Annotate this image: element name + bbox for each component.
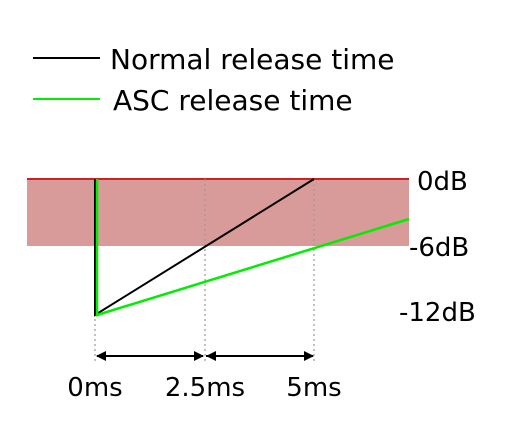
time-label-5ms: 5ms bbox=[286, 373, 341, 403]
legend-normal-label: Normal release time bbox=[110, 43, 394, 76]
time-label-2-5ms: 2.5ms bbox=[165, 373, 245, 403]
time-span-arrows bbox=[96, 351, 314, 361]
arrowhead-right-5ms bbox=[304, 351, 314, 361]
arrowhead-left-0ms bbox=[96, 351, 106, 361]
asc-release-curve bbox=[95, 179, 410, 317]
arrowhead-left-2-5ms-b bbox=[206, 351, 216, 361]
gain-band bbox=[27, 179, 409, 246]
level-label-0db: 0dB bbox=[417, 167, 468, 197]
time-label-0ms: 0ms bbox=[67, 373, 122, 403]
legend-asc-label: ASC release time bbox=[113, 84, 353, 117]
legend: Normal release time ASC release time bbox=[33, 43, 394, 117]
level-label-minus-6db: -6dB bbox=[409, 233, 469, 263]
arrowhead-right-2-5ms-a bbox=[194, 351, 204, 361]
normal-release-curve bbox=[94, 178, 315, 317]
level-label-minus-12db: -12dB bbox=[399, 298, 476, 328]
